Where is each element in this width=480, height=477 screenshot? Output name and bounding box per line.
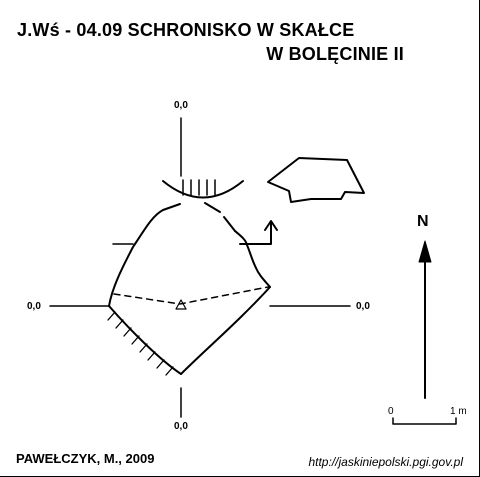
elevation-label-bottom: 0,0 — [174, 421, 188, 432]
author-credit: PAWEŁCZYK, M., 2009 — [16, 451, 155, 466]
entrance-overhang-arc — [162, 180, 244, 199]
source-url-link[interactable]: http://jaskiniepolski.pgi.gov.pl — [308, 455, 463, 469]
cave-wall-left — [108, 209, 164, 307]
scale-bar — [392, 417, 457, 425]
boulder-outline — [267, 157, 365, 203]
cave-wall-right — [234, 230, 271, 288]
cave-wall-lower-left — [108, 305, 182, 375]
scale-start-label: 0 — [388, 406, 394, 417]
north-arrow-head — [418, 240, 432, 263]
north-label: N — [417, 213, 429, 230]
entrance-dashed-outline — [162, 202, 236, 232]
survey-station-triangle — [175, 299, 187, 310]
elevation-label-top: 0,0 — [174, 100, 188, 111]
lower-wall-hatching — [107, 311, 174, 376]
dripline-dashed — [113, 286, 269, 305]
passage-arrow-head — [264, 220, 278, 231]
passage-arrow-line — [239, 221, 272, 245]
cave-wall-lower-right — [180, 286, 271, 375]
elevation-label-right: 0,0 — [356, 301, 370, 312]
title-line-1: J.Wś - 04.09 SCHRONISKO W SKAŁCE — [17, 20, 355, 40]
elevation-label-left: 0,0 — [27, 301, 41, 312]
title-line-2: W BOLĘCINIE II — [266, 44, 404, 64]
scale-end-label: 1 m — [450, 406, 467, 417]
overhang-hatching — [182, 179, 216, 196]
